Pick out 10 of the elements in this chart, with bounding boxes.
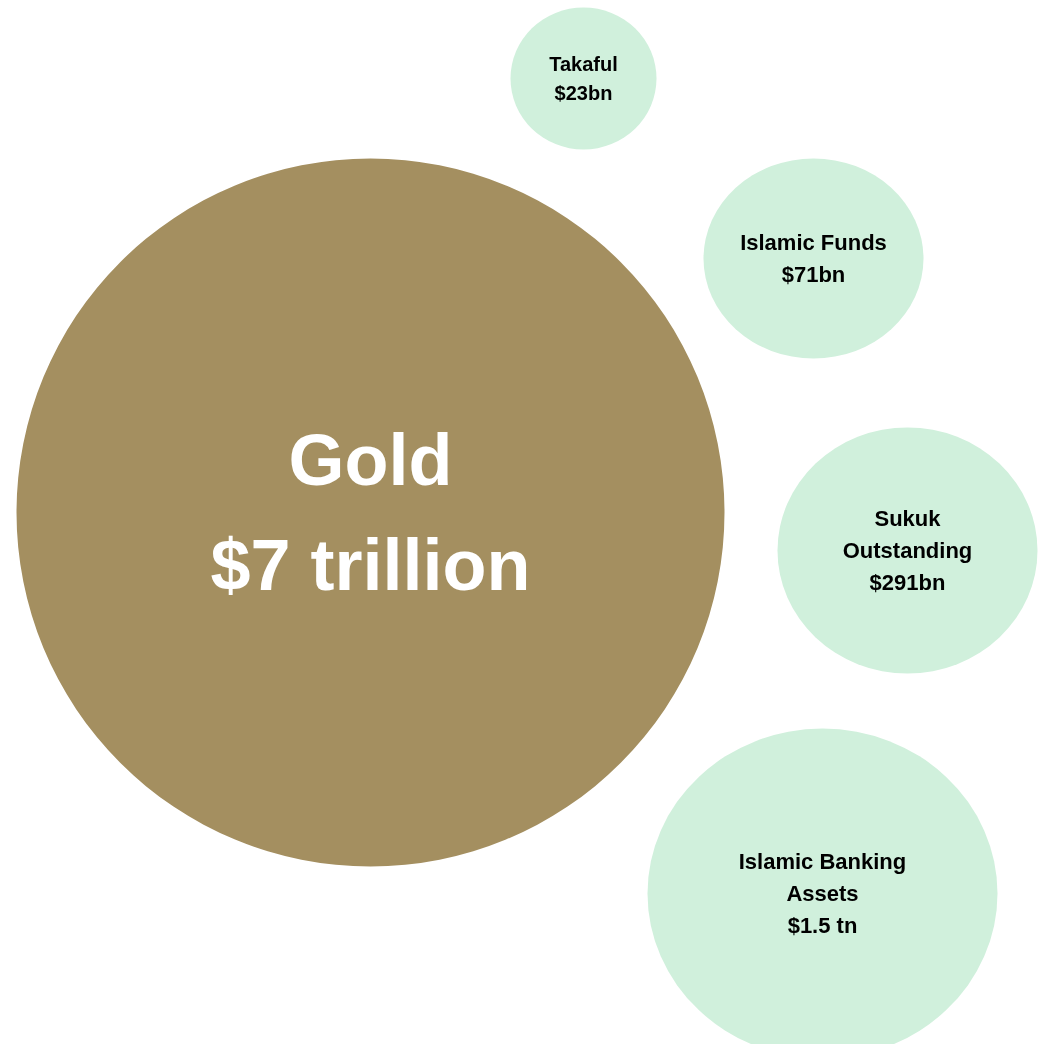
data-label: $1.5 tn	[787, 912, 858, 938]
category-label: Sukuk Outstanding	[842, 506, 973, 563]
data-label: $23bn	[554, 82, 613, 104]
data-label: $7 trillion	[210, 524, 531, 605]
data-label: $71bn	[781, 261, 846, 287]
category-label: Gold	[288, 420, 453, 501]
category-label: Takaful	[549, 53, 618, 75]
category-label: Islamic Banking Assets	[738, 849, 907, 906]
category-label: Islamic Funds	[740, 230, 887, 256]
data-label: $291bn	[869, 569, 946, 595]
